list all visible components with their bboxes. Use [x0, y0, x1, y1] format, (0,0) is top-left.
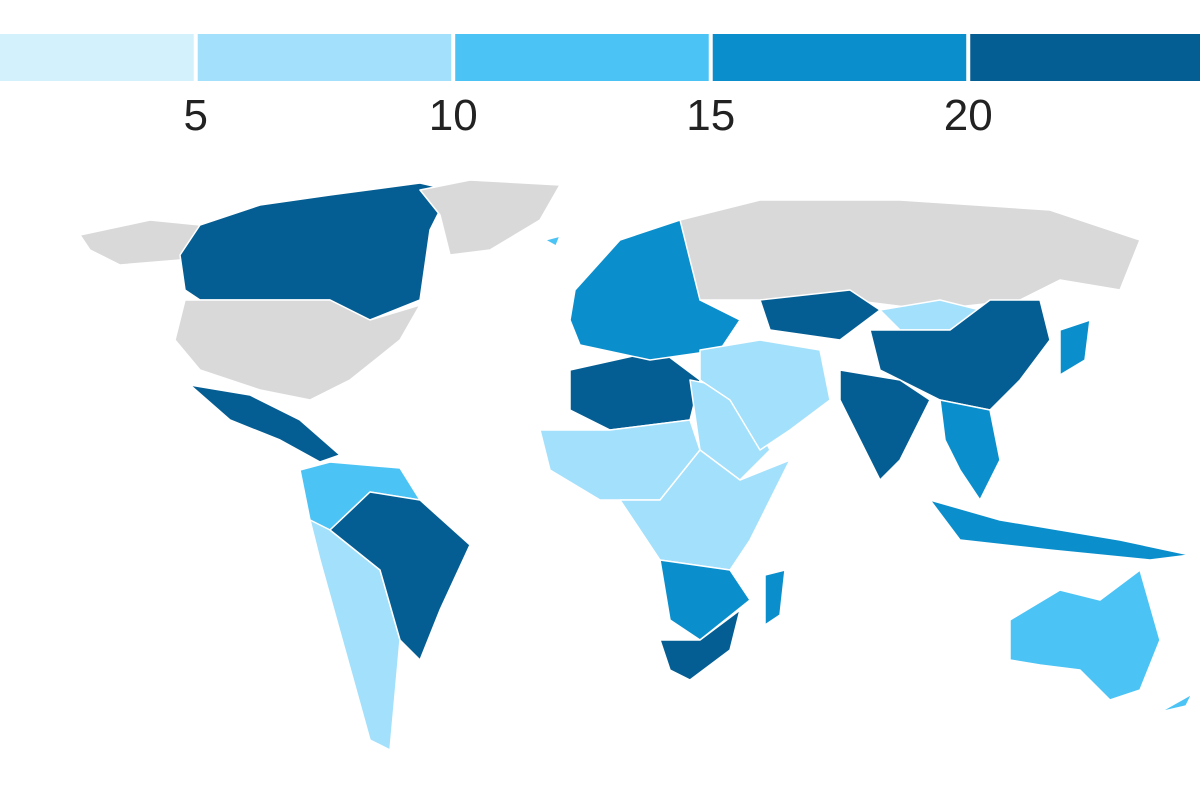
region	[544, 235, 561, 247]
region	[869, 299, 1051, 411]
region	[759, 289, 881, 341]
legend-tick-label: 15	[686, 91, 735, 140]
region	[939, 399, 1001, 501]
legend-swatch	[453, 34, 711, 81]
no-data-region	[419, 179, 561, 256]
legend: 5 10 15 20	[0, 34, 1200, 140]
region	[659, 609, 741, 681]
region	[659, 559, 751, 641]
region	[929, 499, 1191, 561]
region	[569, 349, 701, 431]
legend-swatch	[195, 34, 454, 81]
legend-swatch	[710, 34, 969, 81]
world-map	[79, 179, 1193, 751]
region	[1159, 693, 1193, 713]
legend-tick-label: 5	[183, 91, 207, 140]
no-data-region	[174, 299, 421, 401]
region	[839, 369, 931, 481]
region	[1059, 319, 1091, 376]
legend-swatch	[968, 34, 1200, 81]
region	[699, 339, 831, 451]
legend-tick-label: 20	[944, 91, 993, 140]
region	[1009, 569, 1161, 701]
legend-tick-label: 10	[429, 91, 478, 140]
no-data-region	[679, 199, 1141, 311]
legend-swatch	[0, 34, 196, 81]
region	[764, 569, 786, 626]
region	[189, 384, 341, 463]
region	[329, 491, 471, 661]
